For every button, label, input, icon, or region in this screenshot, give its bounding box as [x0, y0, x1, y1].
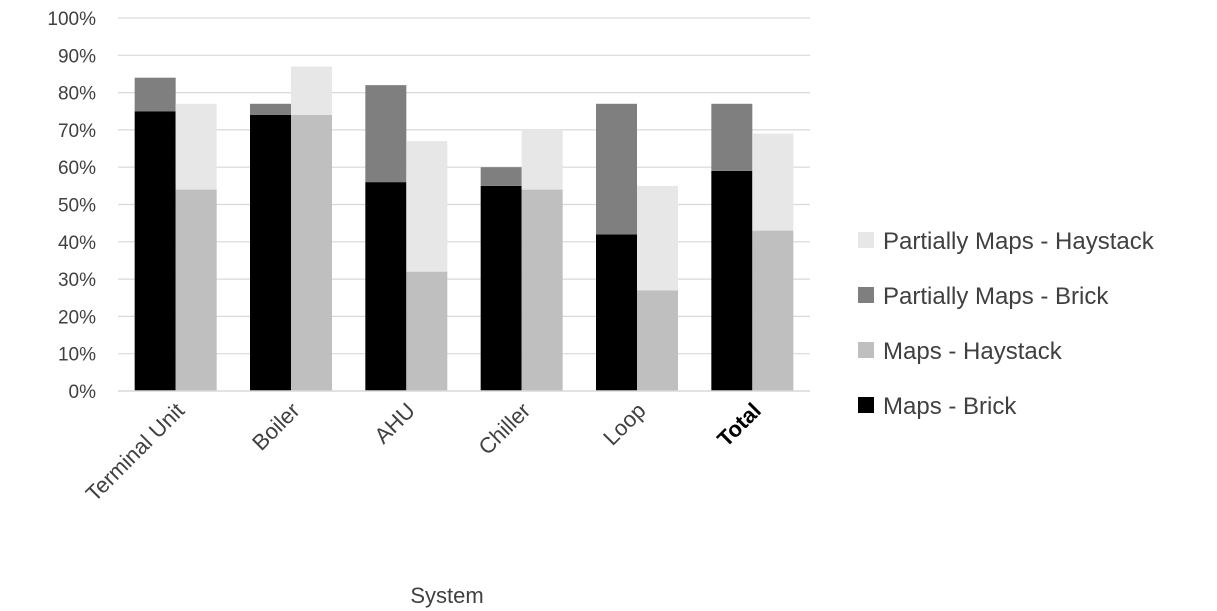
y-tick-label-20: 20%	[58, 307, 96, 328]
bar-loop-partially-maps-brick	[596, 103, 637, 235]
bar-chiller-partially-maps-brick	[480, 167, 522, 186]
bar-ahu-partially-maps-brick	[365, 85, 407, 183]
bar-chiller-partially-maps-haystack	[521, 129, 563, 190]
y-tick-label-90: 90%	[58, 46, 96, 67]
legend-swatch-maps-brick	[858, 397, 874, 413]
legend-swatch-maps-haystack	[858, 342, 874, 358]
bar-total-partially-maps-haystack	[752, 133, 794, 231]
bar-chiller-maps-haystack	[521, 189, 563, 391]
x-category-label-total: Total	[712, 398, 766, 452]
bar-terminal-unit-partially-maps-brick	[134, 77, 176, 112]
y-tick-label-30: 30%	[58, 270, 96, 291]
legend-swatch-partially-maps-brick	[858, 287, 874, 303]
bar-boiler-partially-maps-haystack	[291, 66, 332, 115]
bar-terminal-unit-partially-maps-haystack	[175, 103, 217, 190]
legend-label-partially-maps-haystack: Partially Maps - Haystack	[883, 228, 1155, 255]
bar-boiler-maps-brick	[250, 114, 291, 391]
y-tick-label-50: 50%	[58, 196, 96, 217]
legend-label-maps-haystack: Maps - Haystack	[883, 338, 1063, 365]
y-tick-label-100: 100%	[47, 9, 96, 30]
bar-total-partially-maps-brick	[711, 103, 753, 171]
bar-total-maps-brick	[711, 170, 753, 391]
x-category-label-chiller: Chiller	[473, 398, 535, 460]
bars	[134, 66, 794, 391]
gridlines	[118, 17, 810, 355]
bar-loop-maps-brick	[596, 234, 637, 391]
bar-terminal-unit-maps-haystack	[175, 189, 217, 391]
bar-ahu-partially-maps-haystack	[406, 141, 448, 272]
bar-loop-maps-haystack	[637, 290, 678, 391]
legend-label-maps-brick: Maps - Brick	[883, 393, 1017, 420]
y-tick-labels: 0% 10% 20% 30% 40% 50% 60% 70% 80% 90% 100%	[47, 9, 96, 403]
x-category-label-boiler: Boiler	[247, 398, 304, 455]
bar-ahu-maps-haystack	[406, 271, 448, 391]
y-tick-label-10: 10%	[58, 345, 96, 366]
x-axis-title: System	[410, 583, 483, 608]
y-tick-label-80: 80%	[58, 84, 96, 105]
y-tick-label-60: 60%	[58, 158, 96, 179]
bar-chiller-maps-brick	[480, 185, 522, 391]
bar-total-maps-haystack	[752, 230, 794, 391]
y-tick-label-0: 0%	[69, 382, 97, 403]
bar-loop-partially-maps-haystack	[637, 185, 678, 291]
bar-boiler-partially-maps-brick	[250, 103, 291, 115]
x-category-label-terminal-unit: Terminal Unit	[81, 398, 189, 506]
x-category-label-ahu: AHU	[369, 398, 420, 449]
y-tick-label-40: 40%	[58, 233, 96, 254]
x-category-labels: Terminal Unit Boiler AHU Chiller Loop Total	[81, 398, 766, 506]
bar-boiler-maps-haystack	[291, 114, 332, 391]
legend: Partially Maps - Haystack Partially Maps …	[858, 228, 1155, 420]
y-tick-label-70: 70%	[58, 121, 96, 142]
bar-terminal-unit-maps-brick	[134, 111, 176, 391]
legend-label-partially-maps-brick: Partially Maps - Brick	[883, 283, 1109, 310]
bar-ahu-maps-brick	[365, 182, 407, 391]
legend-swatch-partially-maps-haystack	[858, 232, 874, 248]
x-category-label-loop: Loop	[598, 398, 650, 450]
